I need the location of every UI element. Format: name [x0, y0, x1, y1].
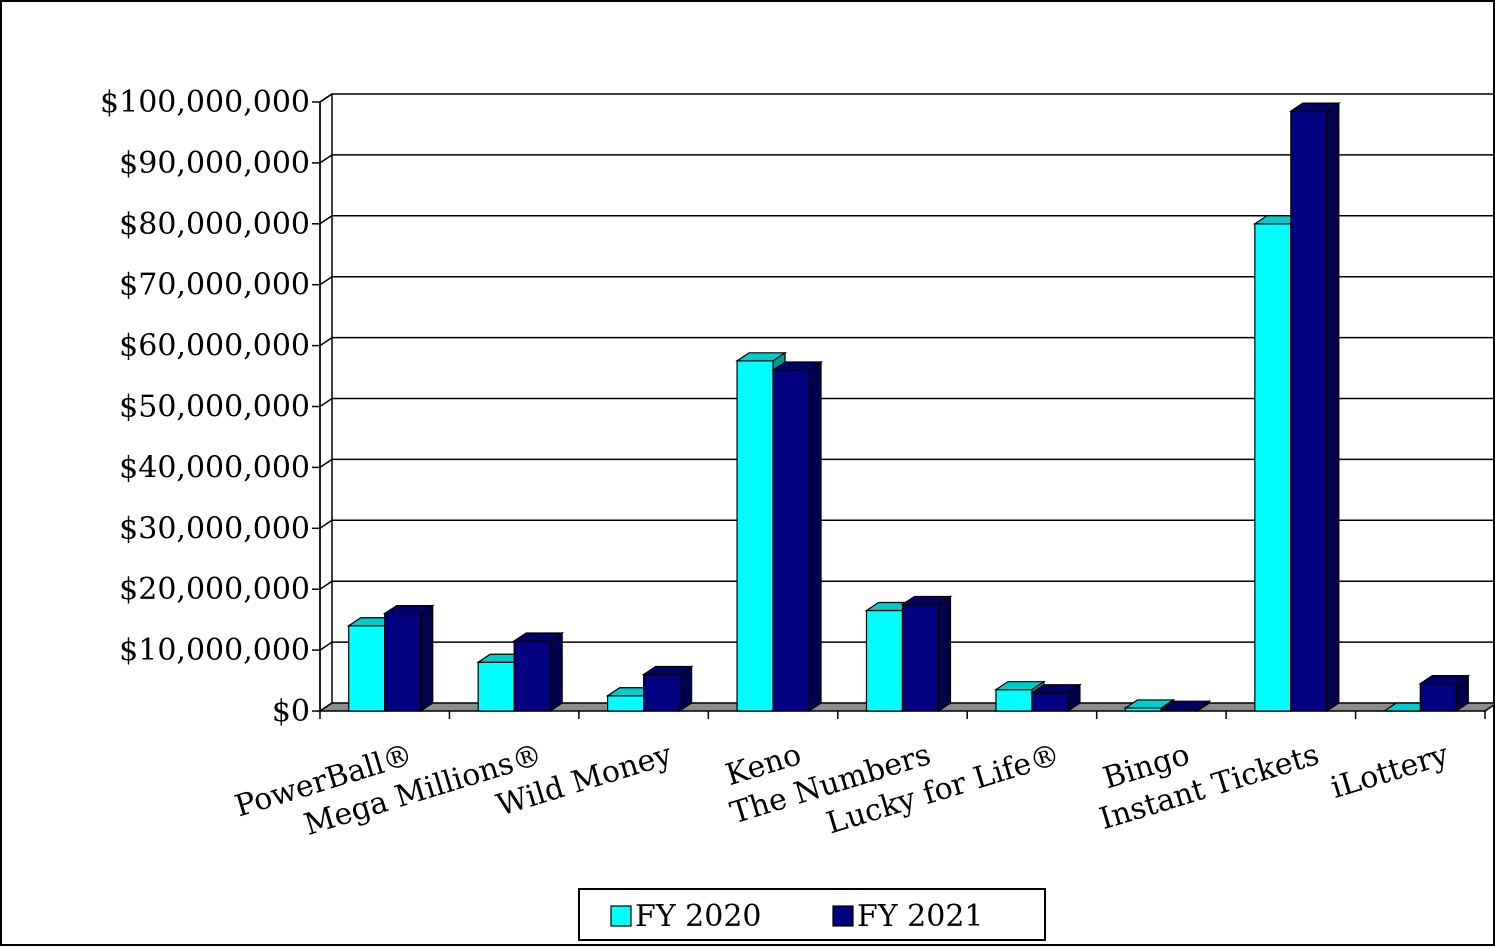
bar-side — [1326, 102, 1340, 713]
bar — [1254, 223, 1292, 712]
bar — [901, 603, 940, 712]
gridline-side — [319, 154, 333, 164]
bar-side — [1067, 683, 1081, 713]
category-label: iLottery — [1327, 737, 1453, 806]
bar — [995, 689, 1033, 712]
bar — [736, 360, 774, 712]
bar — [865, 609, 904, 712]
gridline-side — [319, 93, 333, 103]
y-tick-label: $100,000,000 — [100, 85, 310, 120]
y-tick-label: $60,000,000 — [119, 329, 310, 364]
y-axis-ticks: $0 $10,000,000 $20,000,000 $30,000,000 $40,0… — [100, 85, 321, 729]
bar — [643, 673, 681, 712]
bar-side — [549, 631, 563, 713]
bar — [772, 369, 810, 712]
gridline-side — [319, 519, 333, 529]
bar-side — [420, 604, 434, 713]
gridline-side — [319, 458, 333, 469]
y-tick-label: $30,000,000 — [119, 511, 310, 546]
y-tick-label: $0 — [272, 694, 310, 729]
bar — [1290, 110, 1328, 712]
gridline-side — [319, 641, 333, 651]
gridline-side — [319, 397, 333, 408]
bar-side — [1196, 700, 1210, 713]
legend-label: FY 2021 — [857, 899, 984, 934]
bar-side — [808, 360, 822, 713]
y-tick-label: $40,000,000 — [119, 450, 310, 485]
y-tick-label: $80,000,000 — [119, 207, 310, 242]
bar — [348, 625, 386, 712]
legend-swatch — [610, 905, 632, 927]
bar — [477, 661, 515, 712]
bar — [384, 612, 422, 712]
y-tick-label: $90,000,000 — [119, 146, 310, 181]
y-tick-label: $10,000,000 — [119, 633, 310, 668]
bar — [513, 640, 551, 712]
legend-box — [578, 888, 1046, 941]
bar-side — [1455, 674, 1469, 713]
y-tick-label: $20,000,000 — [119, 572, 310, 607]
gridline-side — [319, 276, 333, 286]
legend: FY 2020 FY 2021 — [578, 888, 1046, 941]
bar — [1419, 682, 1457, 712]
bar — [1031, 692, 1069, 712]
gridline-side — [319, 336, 333, 347]
y-tick-label: $70,000,000 — [119, 268, 310, 303]
gridline-side — [319, 215, 333, 225]
bars — [346, 102, 1471, 713]
bar-side — [679, 665, 693, 713]
category-labels: PowerBall®Mega Millions®Wild Money KenoTh… — [231, 737, 1453, 843]
bar — [607, 695, 645, 712]
x-axis-ticks — [319, 711, 1486, 719]
legend-label: FY 2020 — [635, 899, 762, 934]
bar-side — [937, 595, 952, 713]
y-tick-label: $50,000,000 — [119, 390, 310, 425]
gridline-side — [319, 580, 333, 590]
legend-swatch — [832, 905, 854, 927]
